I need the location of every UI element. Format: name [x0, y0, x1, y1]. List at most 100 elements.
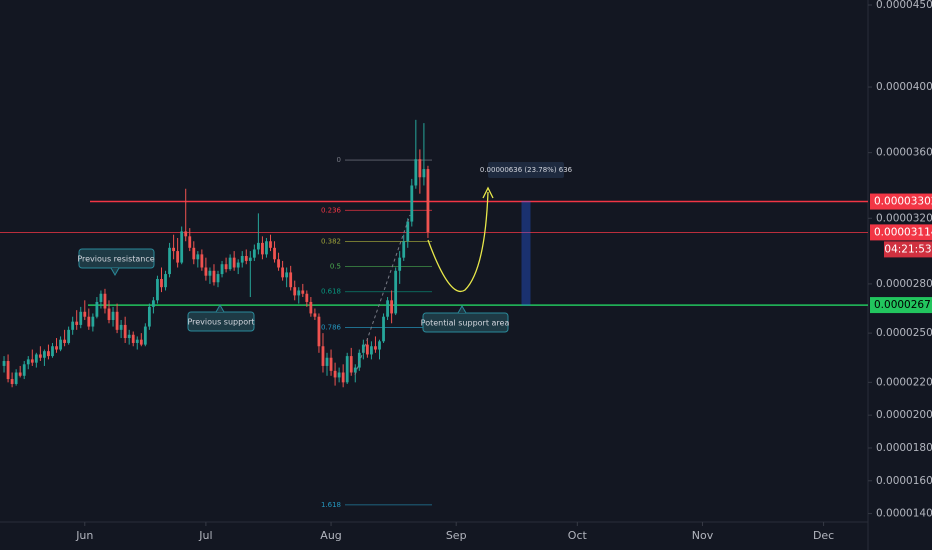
- candle-body: [152, 300, 155, 307]
- candle-body: [131, 334, 135, 343]
- x-tick-label: Jun: [75, 529, 93, 542]
- countdown: 04:21:53: [884, 243, 931, 255]
- candle-body: [91, 316, 95, 327]
- callout-text: Previous resistance: [77, 255, 154, 264]
- candle-body: [228, 257, 232, 270]
- callout: Potential support area: [421, 304, 510, 333]
- candle-body: [365, 344, 369, 355]
- projection-arrow: [427, 191, 489, 293]
- candle-body: [414, 159, 418, 186]
- callout-text: Previous support: [187, 318, 254, 327]
- fib-label: 0: [337, 156, 341, 164]
- x-tick-label: Sep: [446, 529, 467, 542]
- candle-body: [289, 272, 293, 288]
- fib-label: 0.236: [321, 206, 342, 214]
- x-tick-label: Dec: [813, 529, 834, 542]
- candle-body: [394, 270, 398, 314]
- candle-body: [321, 346, 325, 366]
- fib-label: 0.618: [321, 288, 341, 296]
- candle-body: [244, 256, 248, 261]
- candle-body: [119, 324, 123, 330]
- callout: Previous resistance: [77, 248, 155, 277]
- candle-body: [184, 231, 188, 237]
- candle-body: [168, 247, 171, 275]
- candle-body: [232, 257, 236, 268]
- candle-body: [386, 300, 389, 317]
- y-tick-label: 0.00001400: [876, 508, 932, 520]
- candle-body: [135, 339, 139, 343]
- candle-body: [370, 346, 373, 355]
- candle-body: [382, 316, 385, 342]
- candle-body: [265, 241, 268, 255]
- candle-body: [83, 311, 87, 317]
- candle-body: [196, 254, 200, 260]
- candle-body: [103, 293, 107, 309]
- candle-body: [188, 236, 192, 248]
- candle-body: [79, 311, 83, 325]
- candle-body: [47, 351, 50, 357]
- candle-body: [426, 169, 430, 233]
- candle-body: [172, 247, 175, 252]
- price-tag: [870, 193, 932, 210]
- candle-body: [95, 301, 99, 317]
- fib-label: 0.5: [330, 263, 341, 271]
- candle-body: [111, 311, 115, 320]
- candle-body: [115, 311, 119, 330]
- price-tag-label: 0.00002671: [874, 299, 932, 311]
- fib-label: 0.382: [321, 237, 341, 245]
- candle-body: [143, 326, 147, 345]
- callout-text: Potential support area: [421, 319, 510, 328]
- candle-body: [176, 251, 180, 263]
- candle-body: [236, 262, 240, 268]
- countdown-box: [884, 241, 932, 258]
- candle-body: [305, 293, 309, 302]
- candle-body: [180, 231, 184, 263]
- candle-body: [402, 241, 406, 258]
- candle-body: [22, 364, 26, 376]
- candle-body: [317, 316, 321, 347]
- candle-body: [353, 367, 357, 373]
- candle-body: [204, 267, 208, 276]
- callout-pointer: [457, 304, 467, 314]
- candle-body: [252, 249, 256, 258]
- candle-body: [398, 257, 402, 271]
- candle-body: [406, 221, 410, 242]
- x-tick-label: Oct: [568, 529, 588, 542]
- x-tick-label: Aug: [320, 529, 341, 542]
- candle-body: [418, 159, 422, 178]
- candle-body: [297, 290, 301, 296]
- candle-body: [164, 274, 167, 288]
- candle-body: [208, 270, 212, 276]
- candle-body: [99, 293, 103, 302]
- candle-body: [273, 247, 276, 260]
- candle-body: [75, 321, 79, 325]
- candle-body: [341, 372, 345, 383]
- candle-body: [374, 346, 377, 350]
- measure-label: 0.00000636 (23.78%) 636: [480, 166, 573, 174]
- candle-body: [34, 354, 38, 363]
- candle-body: [26, 359, 30, 365]
- candle-body: [261, 242, 264, 255]
- candle-body: [51, 346, 54, 357]
- candle-body: [361, 344, 365, 353]
- price-tag: [870, 297, 932, 314]
- callout-pointer: [215, 303, 225, 313]
- candle-body: [216, 274, 220, 283]
- candle-body: [220, 264, 224, 275]
- candle-body: [10, 379, 14, 384]
- candle-body: [313, 313, 317, 317]
- candle-body: [107, 308, 111, 320]
- price-tag-label: 0.00003114: [874, 226, 932, 238]
- candle-body: [147, 306, 151, 327]
- candle-body: [349, 356, 353, 373]
- candle-body: [192, 247, 196, 260]
